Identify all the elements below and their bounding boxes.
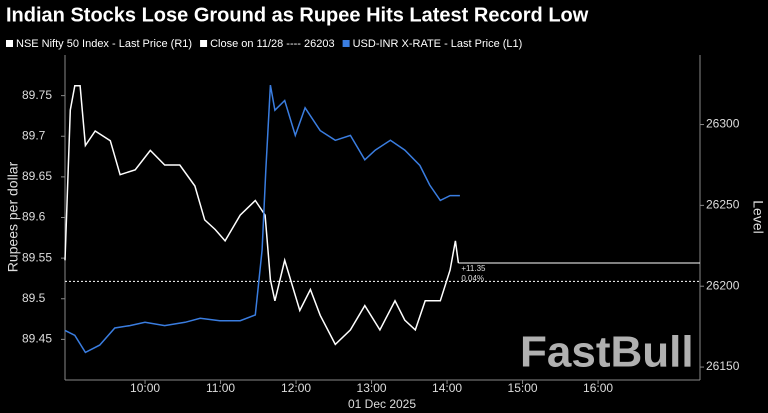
y2-tick-label: 26200 <box>706 278 740 292</box>
series-line <box>64 84 460 354</box>
y2-tick-label: 26300 <box>706 117 740 131</box>
legend-marker <box>342 40 350 47</box>
y-tick-label: 89.55 <box>22 250 52 264</box>
y2-axis-label: Level <box>750 200 766 233</box>
legend-label: Close on 11/28 ---- 26203 <box>210 38 335 50</box>
x-tick-label: 15:00 <box>508 381 538 395</box>
y-tick-label: 89.65 <box>22 169 52 183</box>
chart-title: Indian Stocks Lose Ground as Rupee Hits … <box>6 4 589 26</box>
annotation: 0.04% <box>461 274 484 283</box>
x-tick-label: 16:00 <box>583 381 613 395</box>
legend-marker <box>200 40 208 47</box>
x-tick-label: 14:00 <box>432 381 462 395</box>
y-tick-label: 89.6 <box>22 210 46 224</box>
x-tick-label: 13:00 <box>357 381 387 395</box>
watermark: FastBull <box>520 328 694 377</box>
y-tick-label: 89.5 <box>22 291 46 305</box>
y-axis-label: Rupees per dollar <box>5 161 21 272</box>
y2-tick-label: 26250 <box>706 198 740 212</box>
y-tick-label: 89.45 <box>22 332 52 346</box>
y-tick-label: 89.7 <box>22 128 46 142</box>
legend-marker <box>6 40 13 47</box>
series-line <box>64 84 460 346</box>
x-tick-label: 12:00 <box>281 381 311 395</box>
y-tick-label: 89.75 <box>22 88 52 102</box>
x-axis-label: 01 Dec 2025 <box>348 397 416 411</box>
x-tick-label: 11:00 <box>206 381 235 395</box>
legend-label: USD-INR X-RATE - Last Price (L1) <box>353 38 523 50</box>
y2-tick-label: 26150 <box>706 359 740 373</box>
annotation: +11.35 <box>461 264 486 273</box>
x-tick-label: 10:00 <box>130 381 160 395</box>
legend-label: NSE Nifty 50 Index - Last Price (R1) <box>16 38 192 50</box>
